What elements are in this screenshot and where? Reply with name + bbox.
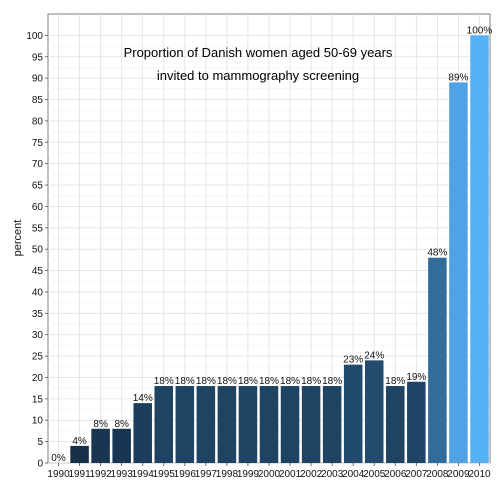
bars — [70, 35, 489, 464]
x-tick-label: 1997 — [195, 469, 218, 480]
x-tick-label: 2009 — [447, 469, 470, 480]
x-tick-label: 1998 — [216, 469, 239, 480]
x-tick-label: 2002 — [300, 469, 323, 480]
bar-1992 — [91, 428, 110, 463]
x-tick-label: 1999 — [237, 469, 260, 480]
data-label: 18% — [280, 376, 300, 387]
data-label: 18% — [217, 376, 237, 387]
data-label: 8% — [114, 419, 129, 430]
y-tick-label: 15 — [32, 394, 44, 405]
y-tick-label: 75 — [32, 138, 44, 149]
x-tick-label: 2000 — [258, 469, 281, 480]
x-tick-label: 2008 — [426, 469, 449, 480]
bar-2005 — [364, 360, 384, 463]
y-tick-label: 55 — [32, 223, 44, 234]
x-tick-label: 1993 — [111, 469, 134, 480]
data-label: 89% — [448, 72, 468, 83]
bar-2009 — [449, 82, 468, 464]
data-label: 0% — [51, 453, 66, 464]
chart-title: Proportion of Danish women aged 50-69 ye… — [124, 45, 393, 60]
x-tick-label: 1996 — [174, 469, 197, 480]
x-tick-label: 2004 — [342, 469, 365, 480]
data-label: 18% — [196, 376, 216, 387]
x-tick-label: 1991 — [68, 469, 91, 480]
data-label: 18% — [154, 376, 174, 387]
data-label: 14% — [133, 393, 153, 404]
bar-2001 — [280, 386, 300, 463]
y-tick-label: 25 — [32, 352, 44, 363]
chart-subtitle: invited to mammography screening — [157, 68, 359, 83]
bar-2008 — [428, 257, 447, 463]
bar-labels: 0%4%8% 8%14%18% 18% 18% 18% 18% 18% 18% 18% 18%23… — [51, 25, 492, 464]
bar-2002 — [301, 386, 321, 463]
bar-2000 — [259, 386, 279, 463]
y-tick-label: 30 — [32, 330, 44, 341]
y-tick-label: 50 — [32, 245, 44, 256]
y-tick-label: 0 — [37, 459, 43, 470]
data-label: 18% — [175, 376, 195, 387]
x-tick-label: 2003 — [321, 469, 344, 480]
y-tick-label: 5 — [37, 437, 43, 448]
data-label: 18% — [385, 376, 405, 387]
y-axis: 0 5 10 15 20 25 30 35 40 45 50 55 60 65 70 75 80 85 90 95 10… — [26, 31, 48, 470]
bar-1994 — [133, 403, 152, 463]
data-label: 23% — [343, 355, 363, 366]
bar-2003 — [322, 386, 342, 463]
data-label: 4% — [72, 436, 87, 447]
y-axis-title: percent — [12, 220, 24, 257]
x-tick-label: 2007 — [405, 469, 428, 480]
data-label: 24% — [364, 350, 384, 361]
y-tick-label: 45 — [32, 266, 44, 277]
y-tick-label: 20 — [32, 373, 44, 384]
x-tick-label: 2001 — [279, 469, 302, 480]
bar-2004 — [343, 364, 363, 463]
y-tick-label: 85 — [32, 95, 44, 106]
data-label: 100% — [467, 25, 493, 36]
y-tick-label: 100 — [26, 31, 43, 42]
bar-2010 — [470, 35, 489, 463]
data-label: 48% — [427, 248, 447, 259]
x-tick-label: 1994 — [132, 469, 155, 480]
y-tick-label: 65 — [32, 181, 44, 192]
y-tick-label: 40 — [32, 287, 44, 298]
bar-1997 — [196, 386, 216, 463]
data-label: 18% — [238, 376, 258, 387]
x-axis: 1990199119921993199419951996199719981999… — [47, 463, 491, 480]
x-tick-label: 2005 — [363, 469, 386, 480]
bar-1993 — [112, 428, 131, 463]
y-tick-label: 80 — [32, 116, 44, 127]
bar-2007 — [407, 381, 426, 463]
data-label: 19% — [406, 372, 426, 383]
data-label: 8% — [93, 419, 108, 430]
bar-1998 — [217, 386, 237, 463]
bar-1996 — [175, 386, 195, 463]
x-tick-label: 1992 — [89, 469, 112, 480]
x-tick-label: 2006 — [384, 469, 407, 480]
x-tick-label: 1995 — [153, 469, 176, 480]
x-tick-label: 2010 — [468, 469, 491, 480]
bar-1991 — [70, 445, 89, 463]
bar-1995 — [154, 386, 174, 463]
x-tick-label: 1990 — [47, 469, 70, 480]
y-tick-label: 35 — [32, 309, 44, 320]
y-tick-label: 60 — [32, 202, 44, 213]
data-label: 18% — [322, 376, 342, 387]
data-label: 18% — [301, 376, 321, 387]
bar-2006 — [386, 386, 405, 463]
y-tick-label: 70 — [32, 159, 44, 170]
bar-1999 — [238, 386, 258, 463]
data-label: 18% — [259, 376, 279, 387]
y-tick-label: 10 — [32, 416, 44, 427]
y-tick-label: 95 — [32, 52, 44, 63]
y-tick-label: 90 — [32, 74, 44, 85]
